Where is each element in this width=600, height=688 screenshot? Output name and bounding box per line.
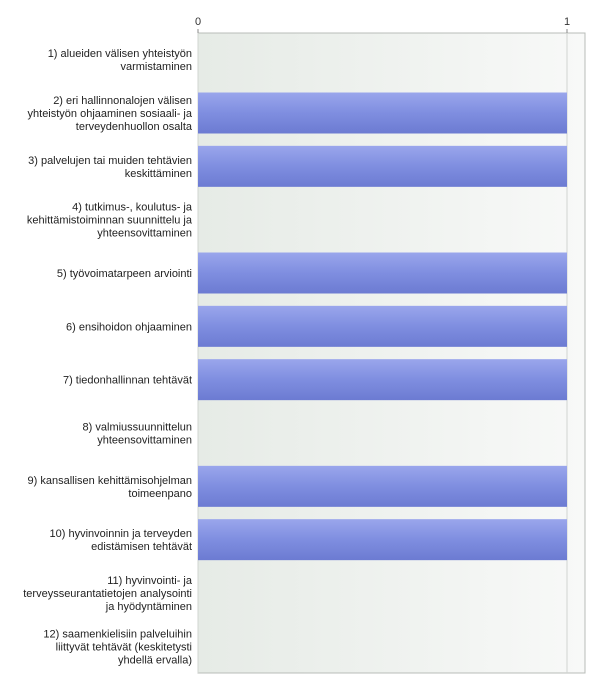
x-tick-label: 0 bbox=[195, 16, 201, 28]
bar bbox=[198, 465, 567, 507]
category-label: yhdellä ervalla) bbox=[118, 654, 192, 666]
bar bbox=[198, 305, 567, 347]
category-label: 2) eri hallinnonalojen välisen bbox=[53, 95, 192, 107]
bar bbox=[198, 252, 567, 294]
plot-area bbox=[197, 32, 586, 674]
category-label: ja hyödyntäminen bbox=[105, 601, 192, 613]
category-label: 1) alueiden välisen yhteistyön bbox=[48, 48, 192, 60]
category-label: 6) ensihoidon ohjaaminen bbox=[66, 321, 192, 333]
category-label: 8) valmiussuunnittelun bbox=[83, 422, 192, 434]
category-label: 3) palvelujen tai muiden tehtävien bbox=[28, 155, 192, 167]
category-label: edistämisen tehtävät bbox=[91, 541, 192, 553]
category-label: keskittäminen bbox=[125, 168, 192, 180]
category-label: 5) työvoimatarpeen arviointi bbox=[57, 268, 192, 280]
category-label: liittyvät tehtävät (keskitetysti bbox=[56, 641, 192, 653]
x-tick-label: 1 bbox=[564, 16, 570, 28]
category-label: 11) hyvinvointi- ja bbox=[107, 575, 193, 587]
category-label: toimeenpano bbox=[128, 488, 192, 500]
category-label: yhteistyön ohjaaminen sosiaali- ja bbox=[28, 108, 193, 120]
category-label: 7) tiedonhallinnan tehtävät bbox=[63, 375, 192, 387]
category-label: varmistaminen bbox=[120, 61, 192, 73]
category-label: kehittämistoiminnan suunnittelu ja bbox=[27, 215, 193, 227]
category-label: 4) tutkimus-, koulutus- ja bbox=[72, 202, 193, 214]
bar bbox=[198, 92, 567, 134]
category-label: yhteensovittaminen bbox=[97, 435, 192, 447]
bar bbox=[198, 359, 567, 401]
category-label: terveysseurantatietojen analysointi bbox=[23, 588, 192, 600]
category-label: terveydenhuollon osalta bbox=[76, 121, 193, 133]
category-label: 9) kansallisen kehittämisohjelman bbox=[28, 475, 192, 487]
category-label: 10) hyvinvoinnin ja terveyden bbox=[50, 528, 192, 540]
bar bbox=[198, 519, 567, 561]
category-label: 12) saamenkielisiin palveluihin bbox=[43, 628, 192, 640]
bar bbox=[198, 145, 567, 187]
category-label: yhteensovittaminen bbox=[97, 228, 192, 240]
